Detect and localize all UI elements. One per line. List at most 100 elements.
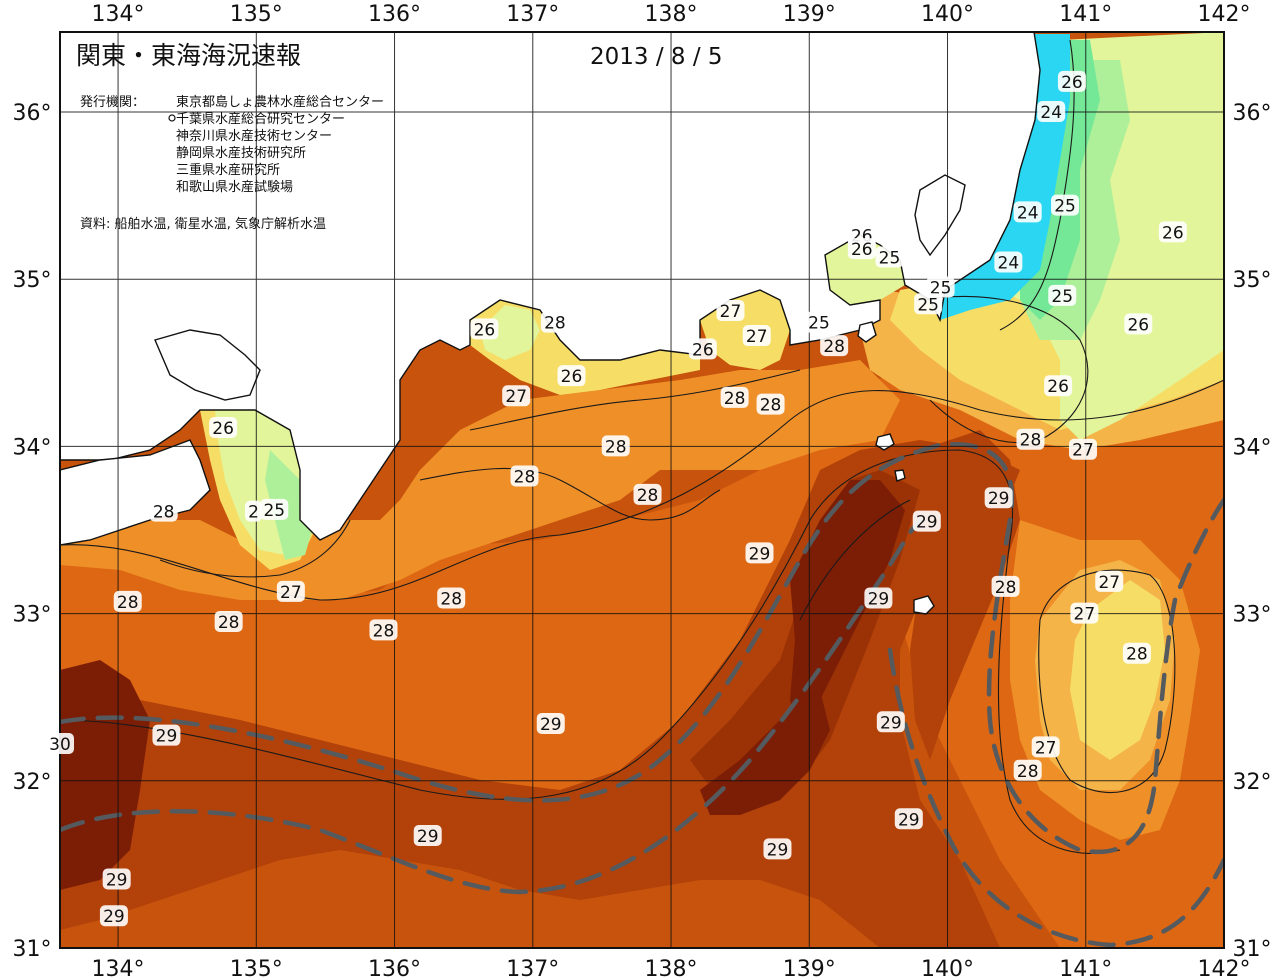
label-halo [1068,438,1097,460]
isotherm-value: 28 [218,613,240,633]
isotherm-value: 27 [1098,573,1120,593]
isotherm-value-label: 27 [276,580,305,603]
label-halo [369,619,398,641]
latitude-label: 31° [13,937,52,962]
label-halo [847,238,876,260]
label-halo [926,276,955,298]
isotherm-value: 26 [561,367,583,387]
isotherm-line [419,467,721,521]
label-halo [876,711,905,733]
isotherm-value: 26 [1162,223,1184,243]
label-halo [113,590,142,612]
isotherm-value: 29 [767,840,789,860]
isotherm-value: 24 [1040,103,1062,123]
label-halo [152,724,181,746]
isotherm-value: 28 [440,590,462,610]
label-halo [914,293,943,315]
publisher-item: 和歌山県水産試験場 [176,179,293,195]
isotherm-value-label: 24 [1037,101,1066,123]
isotherm-value-label: 25 [1051,194,1080,217]
label-halo [540,311,569,333]
isotherm-value: 28 [1017,762,1039,782]
data-source: 資料: 船舶水温, 衛星水温, 気象庁解析水温 [80,216,326,232]
isotherm-value: 2 [248,503,259,523]
label-halo [688,338,717,360]
isotherm-value: 28 [760,396,782,416]
isotherm-value-label: 24 [1013,201,1042,223]
isotherm-value: 29 [916,513,938,533]
isotherm-value-label: 28 [510,465,539,487]
label-halo [413,824,442,846]
isotherm-value: 28 [724,389,746,409]
longitude-label: 139° [783,957,836,980]
latitude-label: 36° [13,101,52,126]
isotherm-value-label: 25 [804,311,833,334]
isotherm-value: 30 [49,735,71,755]
isotherm-value: 28 [1126,645,1148,665]
kuroshio-line-south [60,517,923,895]
longitude-label: 138° [645,957,698,980]
isotherm-value: 26 [474,320,496,340]
label-halo [720,386,749,408]
isotherm-value: 24 [998,253,1020,273]
lat-lon-grid [60,32,1224,948]
land-boso [914,174,966,257]
sst-hot-core-south [700,690,830,815]
publisher-item: 静岡県水産技術研究所 [176,145,306,161]
isotherm-value-label: 25 [875,246,904,268]
isotherm-value: 25 [917,295,939,315]
land-masses [60,32,1041,615]
latitude-label: 35° [13,268,52,293]
isotherm-value-label: 24 [994,251,1023,273]
label-halo [633,483,662,505]
longitude-label: 142° [1198,957,1251,980]
longitude-label: 140° [921,2,974,27]
isotherm-value: 25 [1051,287,1073,307]
longitude-label: 134° [92,957,145,980]
isotherm-value: 29 [749,544,771,564]
isotherm-value-label: 28 [633,483,662,506]
longitude-label: 138° [645,2,698,27]
isotherm-value: 28 [637,486,659,506]
sst-kii-cool [265,450,315,560]
isotherm-value-label: 29 [864,587,893,610]
latitude-labels-right: 36° 35° 34° 33° 32° 31° [1233,101,1272,962]
isotherm-value: 28 [373,621,395,641]
isotherm-value-label: 28 [1013,759,1042,782]
label-halo [984,487,1013,509]
isotherm-value-label: 29 [984,487,1013,509]
isotherm-value: 25 [263,501,285,521]
longitude-label: 139° [783,2,836,27]
label-halo [1095,570,1124,592]
latitude-label: 35° [1233,268,1272,293]
label-halo [1044,375,1073,397]
isotherm-value-label: 27 [1068,438,1097,461]
isotherm-value-label: 27 [1095,570,1124,593]
isotherm-value: 28 [117,593,139,613]
longitude-label: 140° [921,957,974,980]
isotherm-value-label: 25 [914,293,943,315]
isotherm-value: 28 [995,578,1017,598]
isotherm-value-label: 29 [912,510,941,533]
isotherm-value: 28 [1020,431,1042,451]
isotherm-value: 24 [1017,203,1039,223]
latitude-label: 36° [1233,101,1272,126]
label-halo [763,838,792,860]
isotherm-value: 27 [746,327,768,347]
isotherm-value-label: 29 [152,724,181,747]
isotherm-value-label: 26 [470,318,499,340]
isotherm-value-label: 26 [557,365,586,387]
isotherm-value: 28 [823,337,845,357]
isotherm-value-label: 28 [1016,428,1045,451]
label-halo [745,542,774,564]
isotherm-value-label: 29 [413,824,442,847]
isotherm-value: 27 [280,583,302,603]
longitude-label: 136° [368,2,421,27]
land-izu-oshima [857,321,877,343]
isotherm-value-label: 28 [820,335,849,357]
isotherm-value-label: 28 [214,610,243,633]
label-halo [214,610,243,632]
isotherm-value: 29 [103,907,125,927]
isotherm-value-label: 28 [149,500,178,523]
